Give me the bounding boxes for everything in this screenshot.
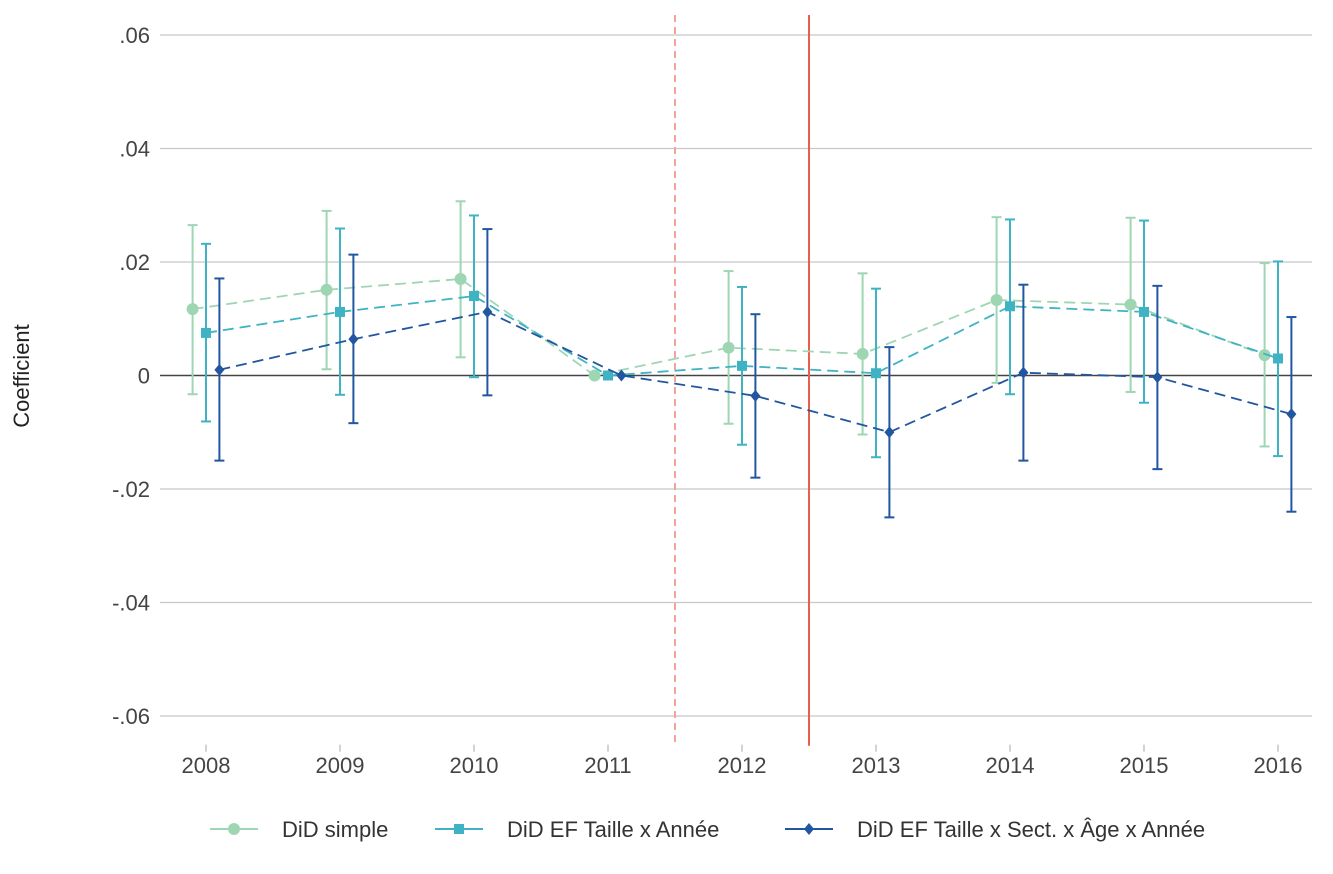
series-1 — [186, 200, 1271, 448]
data-point — [1152, 371, 1163, 384]
x-tick-label: 2012 — [718, 753, 767, 778]
x-tick-label: 2008 — [182, 753, 231, 778]
data-point — [1124, 298, 1137, 311]
y-tick-label: -.02 — [112, 477, 150, 502]
data-point — [469, 291, 479, 302]
data-point — [482, 305, 493, 318]
legend-label: DiD simple — [282, 817, 388, 842]
data-point — [1258, 349, 1271, 362]
data-point — [588, 369, 601, 382]
y-tick-label: -.04 — [112, 591, 150, 616]
data-point — [214, 363, 225, 376]
y-tick-label: 0 — [138, 364, 150, 389]
series — [186, 200, 1297, 519]
legend: DiD simple DiD EF Taille x Année DiD EF Ta… — [210, 817, 1205, 842]
legend-item: DiD EF Taille x Sect. x Âge x Année — [785, 817, 1205, 842]
data-point — [737, 360, 747, 371]
data-point — [454, 273, 467, 286]
legend-label: DiD EF Taille x Année — [507, 817, 719, 842]
data-point — [1286, 408, 1297, 421]
legend-marker — [228, 823, 240, 835]
data-point — [990, 294, 1003, 307]
y-axis-title: Coefficient — [9, 324, 34, 428]
data-point — [750, 389, 761, 402]
x-axis-ticks: 2008 2009 2010 2011 2012 2013 2014 2015 2016 — [182, 744, 1303, 778]
legend-marker — [454, 824, 464, 834]
y-tick-label: .04 — [119, 137, 150, 162]
x-tick-label: 2014 — [986, 753, 1035, 778]
y-axis-ticks: .06 .04 .02 0 -.02 -.04 -.06 — [112, 23, 150, 729]
data-point — [1139, 306, 1149, 317]
x-tick-label: 2015 — [1120, 753, 1169, 778]
reference-lines — [674, 15, 810, 746]
series-3 — [214, 228, 1297, 519]
data-point — [603, 370, 613, 381]
data-point — [201, 327, 211, 338]
series-2 — [201, 214, 1283, 459]
y-tick-label: .02 — [119, 250, 150, 275]
legend-marker — [804, 823, 814, 835]
x-tick-label: 2010 — [450, 753, 499, 778]
y-tick-label: -.06 — [112, 704, 150, 729]
data-point — [1018, 366, 1029, 379]
data-point — [871, 368, 881, 379]
legend-label: DiD EF Taille x Sect. x Âge x Année — [857, 817, 1205, 842]
legend-item: DiD EF Taille x Année — [435, 817, 719, 842]
x-tick-label: 2013 — [852, 753, 901, 778]
data-point — [320, 283, 333, 296]
x-tick-label: 2016 — [1254, 753, 1303, 778]
data-point — [616, 369, 627, 382]
data-point — [348, 333, 359, 346]
x-tick-label: 2009 — [316, 753, 365, 778]
x-tick-label: 2011 — [584, 753, 631, 778]
data-point — [722, 341, 735, 354]
data-point — [186, 303, 199, 316]
data-point — [335, 306, 345, 317]
data-point — [1273, 353, 1283, 364]
data-point — [856, 347, 869, 360]
data-point — [1005, 301, 1015, 312]
series-line — [205, 295, 1279, 377]
legend-item: DiD simple — [210, 817, 388, 842]
grid — [160, 34, 1312, 717]
y-tick-label: .06 — [119, 23, 150, 48]
data-point — [884, 426, 895, 439]
